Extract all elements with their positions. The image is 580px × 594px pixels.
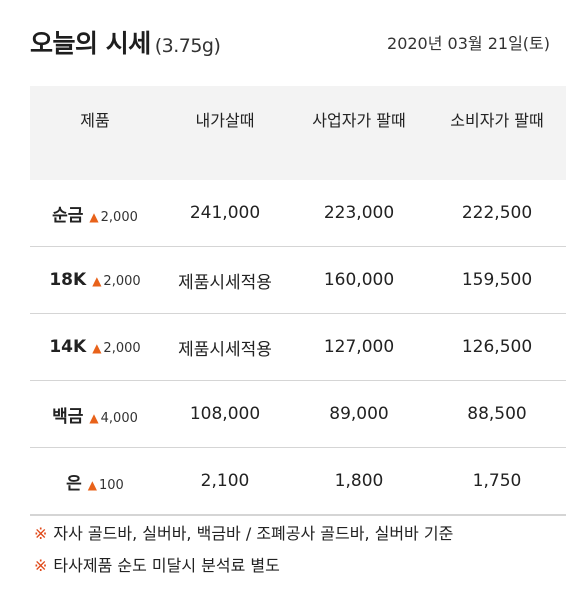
up-triangle-icon: ▲ — [89, 410, 99, 425]
col-header-consumer-sell: 소비자가 팔때 — [428, 86, 566, 180]
note-text: 자사 골드바, 실버바, 백금바 / 조폐공사 골드바, 실버바 기준 — [53, 524, 454, 543]
price-change: 2,000 — [103, 274, 141, 289]
product-cell: 18K ▲ 2,000 — [30, 246, 160, 314]
up-triangle-icon: ▲ — [92, 341, 102, 355]
price-table-body: 순금 ▲ 2,000 241,000 223,000 222,500 18K ▲ 2,0… — [30, 180, 566, 516]
price-change: 100 — [99, 477, 124, 493]
table-row: 순금 ▲ 2,000 241,000 223,000 222,500 — [30, 180, 566, 247]
product-name: 순금 — [52, 205, 84, 226]
buy-price: 제품시세적용 — [160, 246, 290, 314]
product-cell: 은 ▲ 100 — [30, 447, 160, 516]
price-header: 오늘의 시세 (3.75g) 2020년 03월 21일(토) — [30, 20, 550, 64]
table-row: 은 ▲ 100 2,100 1,800 1,750 — [30, 447, 566, 516]
business-sell-price: 160,000 — [290, 246, 428, 314]
price-change: 4,000 — [100, 410, 138, 426]
product-name: 14K — [49, 337, 87, 357]
table-row: 백금 ▲ 4,000 108,000 89,000 88,500 — [30, 380, 566, 448]
buy-price: 제품시세적용 — [160, 313, 290, 381]
consumer-sell-price: 1,750 — [428, 447, 566, 516]
table-row: 14K ▲ 2,000 제품시세적용 127,000 126,500 — [30, 313, 566, 381]
consumer-sell-price: 222,500 — [428, 180, 566, 247]
product-cell: 14K ▲ 2,000 — [30, 313, 160, 381]
buy-price: 241,000 — [160, 180, 290, 247]
col-header-product: 제품 — [30, 86, 160, 180]
buy-price: 2,100 — [160, 447, 290, 516]
table-row: 18K ▲ 2,000 제품시세적용 160,000 159,500 — [30, 246, 566, 314]
price-table-header: 제품 내가살때 사업자가 팔때 소비자가 팔때 — [30, 86, 566, 180]
business-sell-price: 223,000 — [290, 180, 428, 247]
product-name: 은 — [66, 473, 82, 494]
price-change: 2,000 — [103, 341, 141, 356]
consumer-sell-price: 159,500 — [428, 246, 566, 314]
up-triangle-icon: ▲ — [87, 477, 98, 492]
note-item: ※ 자사 골드바, 실버바, 백금바 / 조폐공사 골드바, 실버바 기준 — [34, 518, 554, 550]
consumer-sell-price: 88,500 — [428, 380, 566, 448]
notes: ※ 자사 골드바, 실버바, 백금바 / 조폐공사 골드바, 실버바 기준 ※ 타사… — [34, 518, 554, 582]
up-triangle-icon: ▲ — [92, 274, 102, 288]
business-sell-price: 1,800 — [290, 447, 428, 516]
note-text: 타사제품 순도 미달시 분석료 별도 — [53, 556, 280, 575]
col-header-buy: 내가살때 — [160, 86, 290, 180]
up-triangle-icon: ▲ — [89, 209, 99, 224]
business-sell-price: 89,000 — [290, 380, 428, 448]
reference-mark-icon: ※ — [34, 524, 48, 543]
product-cell: 순금 ▲ 2,000 — [30, 180, 160, 247]
weight-unit: (3.75g) — [154, 35, 221, 57]
price-table: 제품 내가살때 사업자가 팔때 소비자가 팔때 순금 ▲ 2,000 241,000… — [30, 86, 566, 516]
product-name: 18K — [49, 270, 87, 290]
product-cell: 백금 ▲ 4,000 — [30, 380, 160, 448]
product-name: 백금 — [52, 406, 84, 427]
price-change: 2,000 — [100, 209, 138, 225]
page-title: 오늘의 시세 (3.75g) — [30, 24, 221, 60]
col-header-business-sell: 사업자가 팔때 — [290, 86, 428, 180]
business-sell-price: 127,000 — [290, 313, 428, 381]
consumer-sell-price: 126,500 — [428, 313, 566, 381]
header-row: 제품 내가살때 사업자가 팔때 소비자가 팔때 — [30, 86, 566, 180]
price-date: 2020년 03월 21일(토) — [387, 34, 550, 53]
title-text: 오늘의 시세 — [30, 29, 151, 58]
buy-price: 108,000 — [160, 380, 290, 448]
note-item: ※ 타사제품 순도 미달시 분석료 별도 — [34, 550, 554, 582]
reference-mark-icon: ※ — [34, 556, 48, 575]
